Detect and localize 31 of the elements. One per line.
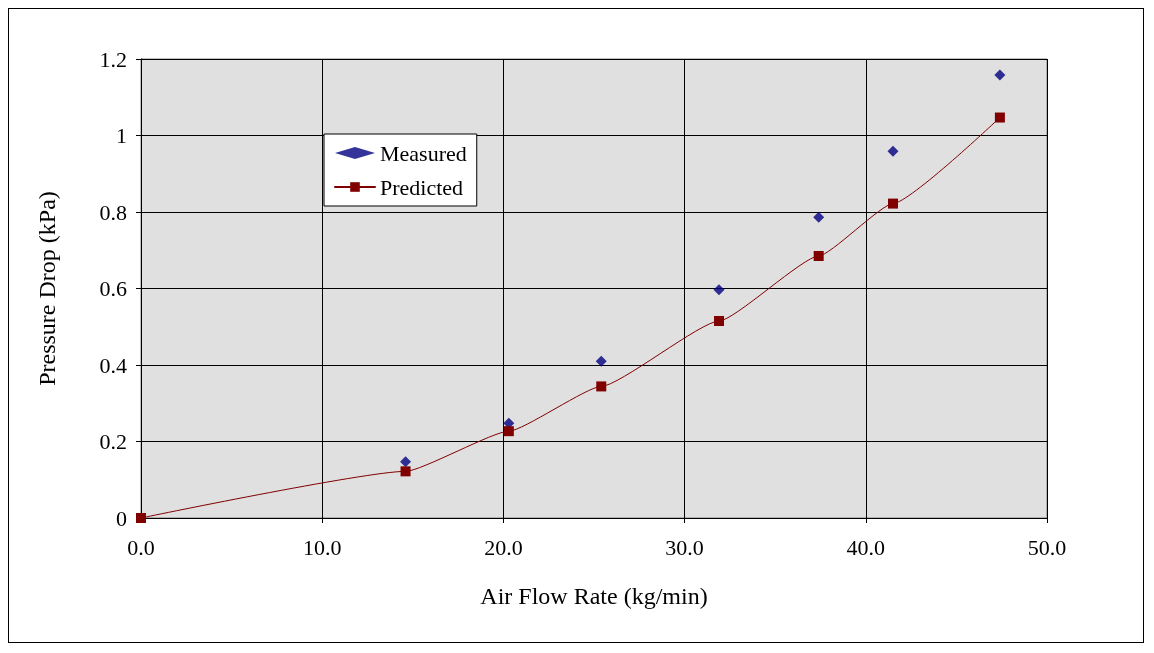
point bbox=[136, 513, 146, 523]
point bbox=[595, 355, 607, 367]
point bbox=[813, 250, 824, 261]
y-tick-label: 1.2 bbox=[99, 46, 127, 72]
point bbox=[994, 69, 1006, 81]
y-tick-label: 0.4 bbox=[99, 352, 127, 378]
point bbox=[994, 112, 1005, 123]
point bbox=[596, 381, 607, 392]
x-tick-label: 40.0 bbox=[846, 534, 886, 560]
point bbox=[503, 426, 514, 437]
point bbox=[887, 145, 899, 157]
point bbox=[714, 316, 725, 327]
x-tick-label: 0.0 bbox=[127, 534, 155, 560]
y-tick-label: 0.8 bbox=[99, 199, 127, 225]
x-tick-label: 10.0 bbox=[302, 534, 342, 560]
y-axis-title: Pressure Drop (kPa) bbox=[34, 191, 60, 386]
x-tick-label: 50.0 bbox=[1027, 534, 1067, 560]
y-tick-label: 0.2 bbox=[99, 429, 127, 454]
point bbox=[713, 284, 725, 296]
x-tick-label: 30.0 bbox=[665, 534, 704, 560]
legend-label: Predicted bbox=[380, 174, 464, 200]
legend-label: Measured bbox=[380, 140, 467, 166]
x-axis-title: Air Flow Rate (kg/min) bbox=[480, 583, 708, 609]
y-tick-label: 0.6 bbox=[99, 276, 127, 301]
point bbox=[813, 211, 825, 223]
y-tick-label: 1 bbox=[116, 123, 127, 148]
point bbox=[400, 456, 412, 468]
y-tick-label: 0 bbox=[116, 505, 127, 531]
point bbox=[400, 466, 411, 477]
x-tick-label: 20.0 bbox=[484, 534, 523, 560]
point bbox=[887, 198, 898, 209]
